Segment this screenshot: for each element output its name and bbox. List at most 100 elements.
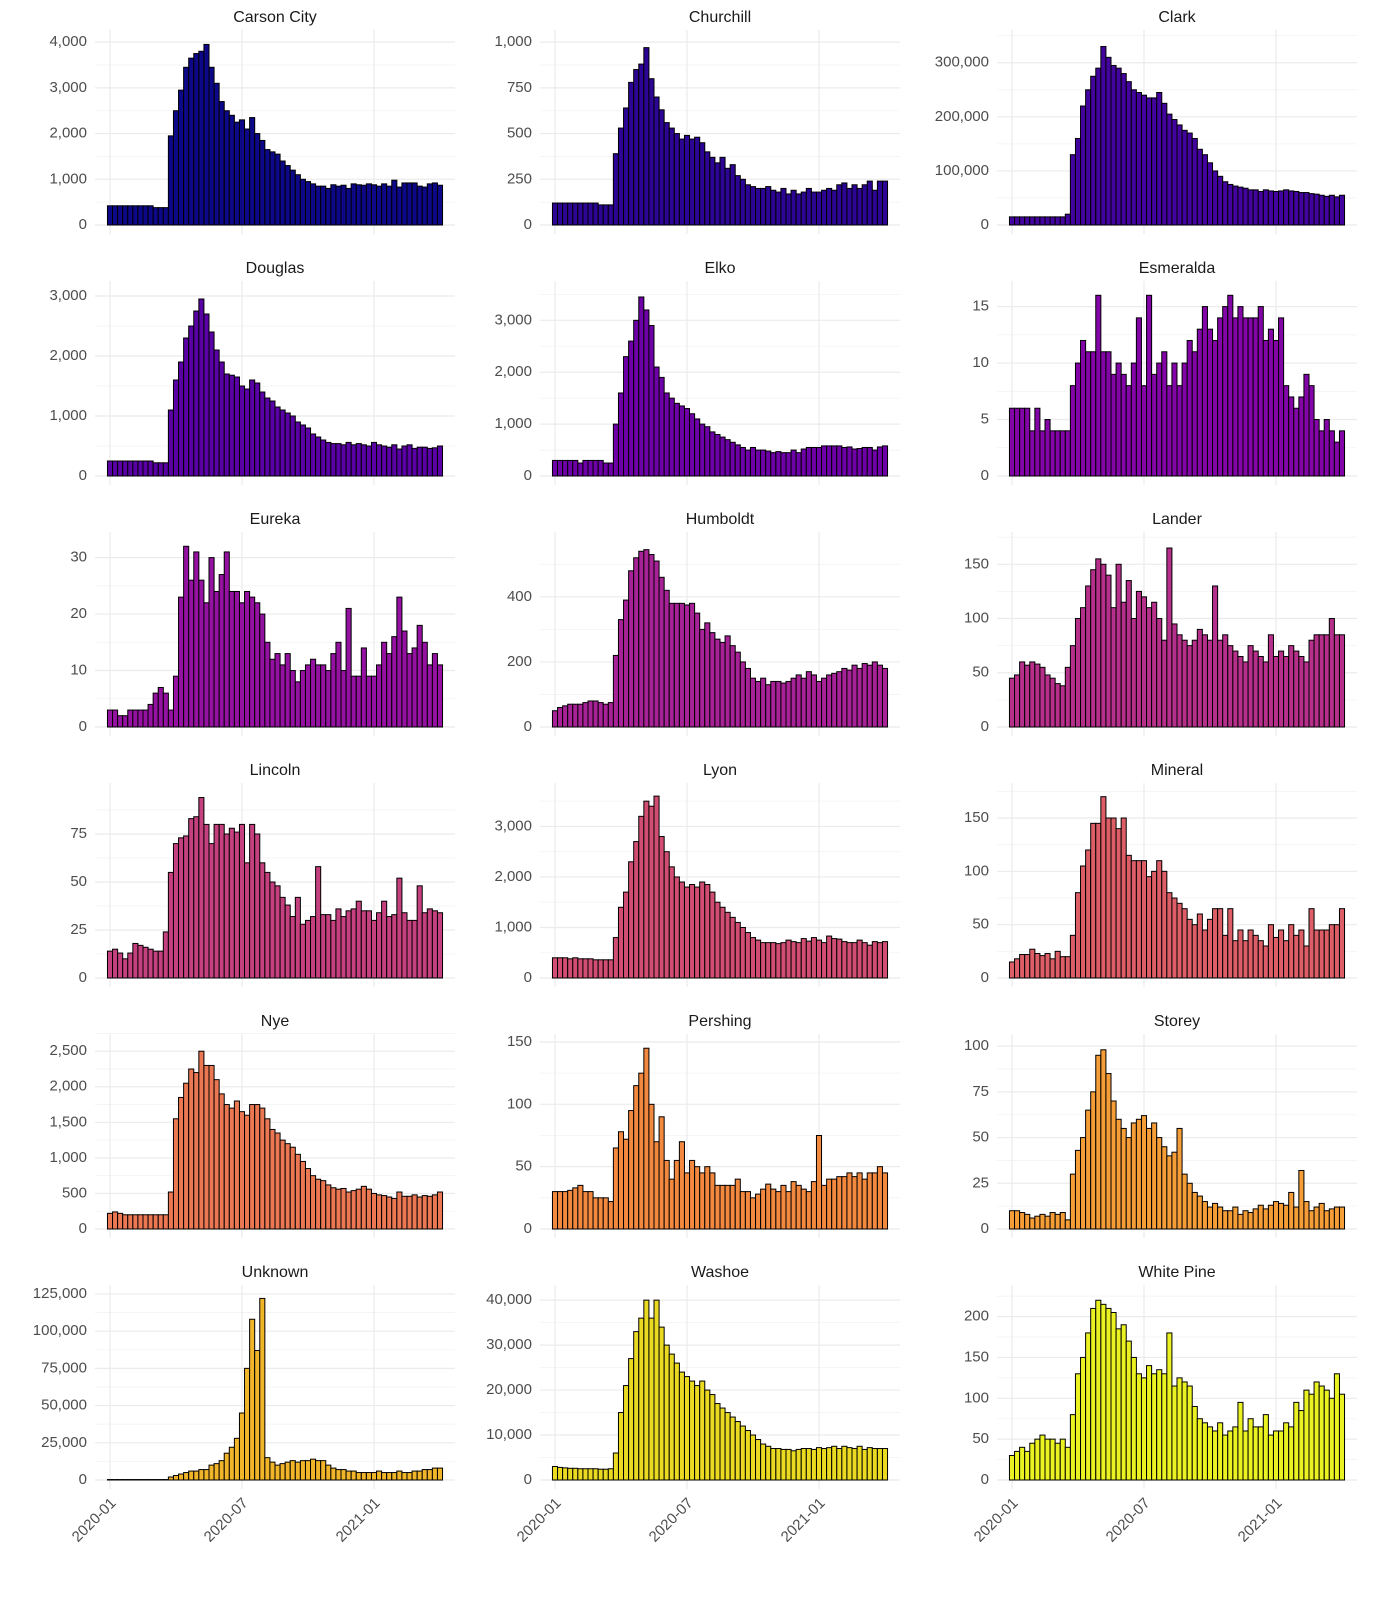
bar [172, 843, 180, 979]
bar [562, 957, 569, 979]
bar [1323, 195, 1330, 226]
bar [775, 943, 782, 979]
bar [274, 406, 281, 477]
bar [755, 1439, 762, 1481]
bar [406, 1195, 413, 1230]
bar [416, 185, 423, 226]
bar [815, 1134, 823, 1230]
bar [1272, 936, 1280, 979]
bar [1156, 1369, 1163, 1481]
bar [749, 937, 757, 979]
bar [1186, 1182, 1193, 1230]
bar [320, 1460, 327, 1481]
bar [1212, 1202, 1219, 1230]
y-tick-label: 75 [972, 1083, 989, 1100]
bar [1262, 189, 1269, 226]
bar [709, 891, 716, 979]
bar [744, 1191, 751, 1230]
bar [841, 941, 848, 979]
bar [699, 1380, 706, 1481]
bar [137, 460, 144, 477]
bar [244, 1367, 251, 1481]
bar [724, 167, 731, 226]
bar [1288, 396, 1295, 477]
bar [310, 1458, 317, 1481]
panel: 0 25,000 50,000 75,000 100,000 125,000 Unknown… [33, 1264, 455, 1546]
bar [274, 1132, 281, 1230]
bar [152, 207, 159, 226]
bar [183, 66, 190, 226]
bar [1034, 1438, 1041, 1481]
bar [198, 298, 205, 477]
bar [1196, 1195, 1203, 1230]
bar [299, 670, 306, 728]
bar [881, 941, 889, 979]
bar [269, 151, 276, 226]
bar [582, 459, 589, 477]
bar [1176, 1377, 1183, 1481]
bar [172, 1118, 180, 1230]
bar [259, 139, 266, 226]
bar [1069, 1173, 1076, 1230]
bar [831, 189, 838, 226]
bar [1008, 961, 1016, 979]
bar [714, 1403, 721, 1481]
bar [760, 677, 767, 728]
bar [795, 674, 802, 728]
y-tick-label: 0 [79, 718, 87, 735]
panel: 0 250 500 750 1,000 Churchill [494, 9, 900, 234]
bar [381, 183, 388, 226]
bar [376, 664, 383, 728]
bar [841, 1176, 848, 1230]
bar [871, 449, 878, 477]
bar [643, 800, 650, 979]
bar [638, 63, 645, 226]
bar [770, 1188, 777, 1230]
bar [1034, 952, 1041, 979]
bar [1303, 661, 1310, 728]
bar [1024, 954, 1031, 979]
bar [335, 641, 342, 728]
bar [1085, 351, 1092, 477]
bar [274, 885, 281, 979]
bar [683, 604, 691, 728]
bar [572, 957, 579, 979]
bar [1227, 1430, 1234, 1481]
bar [1181, 129, 1188, 226]
bar [376, 1194, 383, 1230]
bar [1283, 385, 1290, 477]
bar [1186, 1385, 1193, 1481]
bar [628, 570, 635, 728]
bar [739, 446, 746, 477]
bar [694, 886, 701, 979]
bar [360, 184, 367, 226]
bar [1115, 828, 1122, 979]
bar [1069, 385, 1076, 477]
x-tick-label: 2020-07 [201, 1495, 252, 1546]
bar [673, 876, 680, 979]
bar [355, 443, 362, 477]
bar [633, 1331, 640, 1481]
bar [790, 189, 797, 226]
bar [658, 1116, 665, 1230]
bar [315, 1460, 322, 1481]
bar [244, 590, 251, 728]
bar [709, 431, 716, 477]
bar [203, 1469, 210, 1481]
y-tick-label: 0 [981, 969, 989, 986]
bar [815, 939, 823, 979]
bar [749, 186, 757, 226]
bar [714, 901, 721, 979]
bar [846, 1172, 853, 1230]
y-tick-label: 500 [62, 1184, 87, 1201]
bar [198, 797, 205, 979]
bar [780, 187, 787, 226]
bar [1151, 373, 1158, 477]
bar [1095, 1054, 1102, 1230]
bar [658, 836, 665, 979]
bar [592, 700, 599, 728]
bar [1008, 407, 1016, 477]
bar [1237, 306, 1244, 477]
bar [1110, 373, 1117, 477]
bar [1171, 119, 1178, 226]
